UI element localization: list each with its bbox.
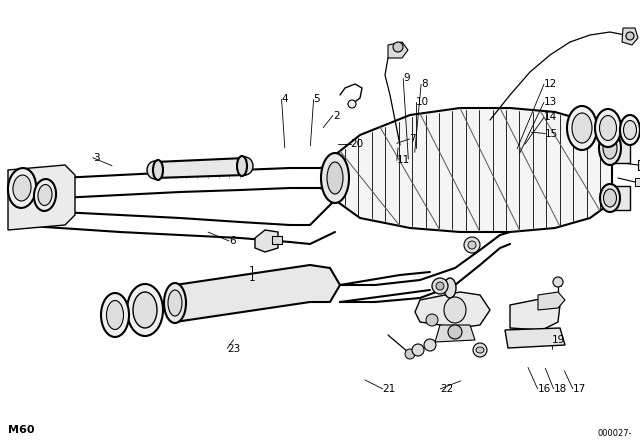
- Text: 1: 1: [248, 266, 255, 276]
- Ellipse shape: [34, 179, 56, 211]
- Ellipse shape: [620, 115, 640, 145]
- Ellipse shape: [599, 131, 621, 165]
- Polygon shape: [510, 298, 560, 330]
- Ellipse shape: [572, 113, 592, 143]
- Circle shape: [412, 344, 424, 356]
- Text: 000027-: 000027-: [597, 429, 632, 438]
- Ellipse shape: [127, 284, 163, 336]
- Polygon shape: [255, 230, 278, 252]
- Polygon shape: [538, 292, 565, 310]
- Polygon shape: [610, 133, 630, 163]
- Circle shape: [436, 282, 444, 290]
- Text: 4: 4: [282, 95, 288, 104]
- Ellipse shape: [13, 175, 31, 201]
- Text: 21: 21: [383, 384, 396, 394]
- Circle shape: [626, 32, 634, 40]
- Text: 16: 16: [538, 384, 551, 394]
- Ellipse shape: [38, 185, 52, 206]
- Polygon shape: [155, 158, 245, 178]
- Polygon shape: [635, 178, 640, 186]
- Circle shape: [468, 241, 476, 249]
- Text: 6: 6: [229, 236, 236, 246]
- Circle shape: [553, 277, 563, 287]
- Text: 9: 9: [403, 73, 410, 83]
- Ellipse shape: [8, 168, 36, 208]
- Ellipse shape: [444, 278, 456, 298]
- Circle shape: [473, 343, 487, 357]
- Polygon shape: [272, 236, 282, 244]
- Polygon shape: [8, 165, 75, 230]
- Ellipse shape: [595, 109, 621, 147]
- Text: 17: 17: [573, 384, 586, 394]
- Text: 23: 23: [227, 344, 241, 353]
- Ellipse shape: [237, 156, 247, 176]
- Ellipse shape: [101, 293, 129, 337]
- Polygon shape: [175, 265, 340, 322]
- Ellipse shape: [604, 189, 616, 207]
- Ellipse shape: [623, 121, 637, 139]
- Ellipse shape: [168, 290, 182, 316]
- Ellipse shape: [164, 283, 186, 323]
- Text: 15: 15: [545, 129, 559, 138]
- Text: 11: 11: [397, 155, 410, 165]
- Circle shape: [464, 237, 480, 253]
- Ellipse shape: [321, 153, 349, 203]
- Text: 18: 18: [554, 384, 567, 394]
- Circle shape: [424, 339, 436, 351]
- Circle shape: [393, 42, 403, 52]
- Text: 20: 20: [351, 139, 364, 149]
- Text: 7: 7: [410, 134, 416, 144]
- Text: 13: 13: [544, 97, 557, 107]
- Ellipse shape: [133, 292, 157, 328]
- Text: M60: M60: [8, 425, 35, 435]
- Ellipse shape: [153, 160, 163, 180]
- Ellipse shape: [567, 106, 597, 150]
- Text: 5: 5: [314, 95, 320, 104]
- Text: 19: 19: [552, 335, 565, 345]
- Ellipse shape: [327, 162, 343, 194]
- Circle shape: [348, 100, 356, 108]
- Polygon shape: [610, 186, 630, 210]
- Ellipse shape: [444, 297, 466, 323]
- Text: 14: 14: [544, 112, 557, 122]
- Polygon shape: [388, 42, 408, 58]
- Ellipse shape: [147, 161, 163, 179]
- Ellipse shape: [603, 137, 617, 159]
- Text: 1: 1: [248, 273, 255, 283]
- Circle shape: [405, 349, 415, 359]
- Polygon shape: [415, 292, 490, 328]
- Text: 22: 22: [440, 384, 454, 394]
- Polygon shape: [638, 160, 640, 170]
- Text: 2: 2: [333, 111, 339, 121]
- Circle shape: [448, 325, 462, 339]
- Ellipse shape: [600, 184, 620, 212]
- Circle shape: [426, 314, 438, 326]
- Text: 10: 10: [416, 97, 429, 107]
- Polygon shape: [622, 28, 638, 45]
- Polygon shape: [505, 328, 565, 348]
- Polygon shape: [435, 325, 475, 342]
- Text: 8: 8: [421, 79, 428, 89]
- Ellipse shape: [237, 157, 253, 175]
- Polygon shape: [335, 108, 612, 232]
- Ellipse shape: [106, 301, 124, 329]
- Text: 12: 12: [544, 79, 557, 89]
- Text: 3: 3: [93, 153, 99, 163]
- Ellipse shape: [476, 347, 484, 353]
- Ellipse shape: [600, 116, 616, 141]
- Circle shape: [432, 278, 448, 294]
